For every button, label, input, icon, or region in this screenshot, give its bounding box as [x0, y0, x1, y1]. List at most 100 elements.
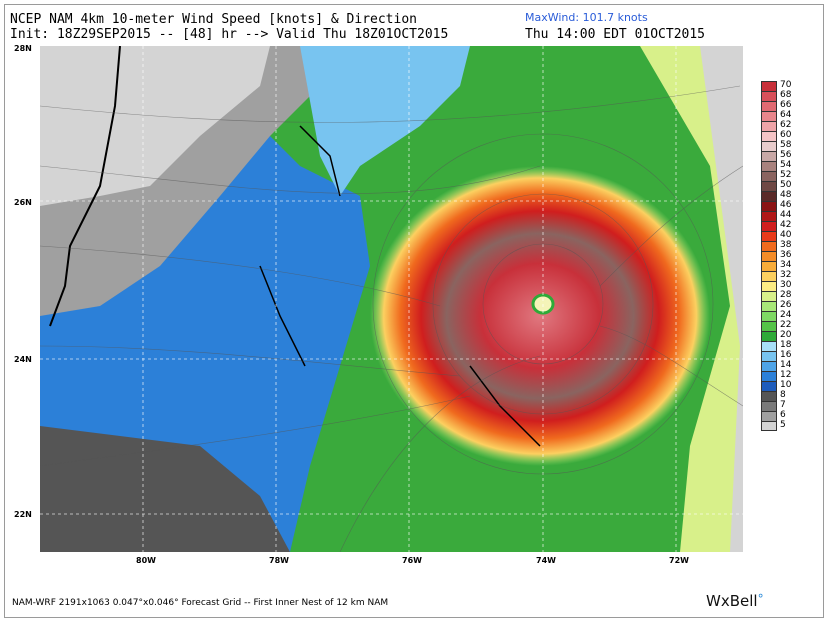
colorbar-label: 24	[780, 310, 792, 320]
colorbar-swatch	[761, 381, 777, 391]
figure-frame	[4, 4, 824, 618]
colorbar-swatch	[761, 151, 777, 161]
florida-coast	[49, 46, 121, 327]
graticule	[40, 46, 743, 552]
colorbar-label: 36	[780, 250, 792, 260]
colorbar-swatch	[761, 191, 777, 201]
colorbar-swatch	[761, 171, 777, 181]
colorbar-swatch	[761, 391, 777, 401]
lat-label-22: 22N	[14, 510, 32, 519]
storm-core	[370, 166, 710, 466]
colorbar-swatch	[761, 131, 777, 141]
colorbar-label: 18	[780, 340, 792, 350]
lat-label-28: 28N	[14, 44, 32, 53]
colorbar-label: 40	[780, 230, 792, 240]
streamlines	[40, 85, 743, 552]
colorbar-swatch	[761, 371, 777, 381]
colorbar-swatch	[761, 351, 777, 361]
colorbar-label: 68	[780, 90, 792, 100]
field-gray-east	[700, 46, 743, 552]
colorbar-swatch	[761, 341, 777, 351]
colorbar-label: 12	[780, 370, 792, 380]
colorbar-label: 14	[780, 360, 792, 370]
colorbar-swatch	[761, 121, 777, 131]
colorbar-swatch	[761, 421, 777, 431]
colorbar-label: 10	[780, 380, 792, 390]
colorbar-label: 26	[780, 300, 792, 310]
colorbar-label: 8	[780, 390, 786, 400]
colorbar-label: 6	[780, 410, 786, 420]
colorbar-label: 58	[780, 140, 792, 150]
lat-label-26: 26N	[14, 198, 32, 207]
valid-time-label: Thu 14:00 EDT 01OCT2015	[525, 27, 706, 42]
colorbar-swatch	[761, 411, 777, 421]
colorbar-label: 52	[780, 170, 792, 180]
colorbar-swatch	[761, 231, 777, 241]
colorbar-label: 60	[780, 130, 792, 140]
colorbar-swatch	[761, 401, 777, 411]
colorbar-label: 64	[780, 110, 792, 120]
colorbar-swatch	[761, 111, 777, 121]
colorbar-label: 54	[780, 160, 792, 170]
colorbar-swatch	[761, 241, 777, 251]
colorbar-swatch	[761, 201, 777, 211]
wind-speed-map	[40, 46, 743, 552]
colorbar-label: 70	[780, 80, 792, 90]
logo-mark: °	[757, 592, 764, 606]
logo-text: WxBell	[706, 592, 758, 610]
colorbar-label: 38	[780, 240, 792, 250]
colorbar-swatch	[761, 91, 777, 101]
map-canvas	[40, 46, 743, 552]
lon-label-78: 78W	[269, 556, 289, 565]
colorbar-swatch	[761, 321, 777, 331]
colorbar-swatch	[761, 161, 777, 171]
colorbar-label: 66	[780, 100, 792, 110]
colorbar-swatch	[761, 221, 777, 231]
bahamas-andros	[259, 265, 306, 367]
lon-label-72: 72W	[669, 556, 689, 565]
colorbar-swatch	[761, 271, 777, 281]
colorbar-label: 46	[780, 200, 792, 210]
colorbar-swatch	[761, 361, 777, 371]
colorbar-swatch	[761, 281, 777, 291]
map-title: NCEP NAM 4km 10-meter Wind Speed [knots]…	[10, 12, 417, 27]
field-light-gray	[40, 46, 270, 206]
colorbar-label: 42	[780, 220, 792, 230]
field-light-blue	[300, 46, 470, 196]
colorbar-swatch	[761, 251, 777, 261]
colorbar-label: 48	[780, 190, 792, 200]
colorbar-swatch	[761, 291, 777, 301]
colorbar-label: 16	[780, 350, 792, 360]
colorbar-label: 22	[780, 320, 792, 330]
colorbar-label: 34	[780, 260, 792, 270]
colorbar-swatch	[761, 311, 777, 321]
colorbar-label: 50	[780, 180, 792, 190]
footer-note: NAM-WRF 2191x1063 0.047°x0.046° Forecast…	[12, 598, 389, 608]
lon-label-74: 74W	[536, 556, 556, 565]
lon-label-76: 76W	[402, 556, 422, 565]
colorbar-label: 44	[780, 210, 792, 220]
colorbar-swatch	[761, 141, 777, 151]
colorbar-swatch	[761, 211, 777, 221]
colorbar-swatch	[761, 81, 777, 91]
colorbar-label: 32	[780, 270, 792, 280]
lat-label-24: 24N	[14, 355, 32, 364]
colorbar-label: 5	[780, 420, 786, 430]
colorbar-label: 7	[780, 400, 786, 410]
colorbar-swatch	[761, 181, 777, 191]
colorbar-swatch	[761, 301, 777, 311]
max-wind-label: MaxWind: 101.7 knots	[525, 11, 648, 24]
init-valid-line: Init: 18Z29SEP2015 -- [48] hr --> Valid …	[10, 27, 449, 42]
colorbar-swatch	[761, 331, 777, 341]
colorbar-label: 30	[780, 280, 792, 290]
colorbar-label: 28	[780, 290, 792, 300]
colorbar-swatch	[761, 101, 777, 111]
bahamas-crooked	[469, 365, 541, 447]
colorbar-label: 56	[780, 150, 792, 160]
bahamas-abaco	[299, 125, 341, 197]
lon-label-80: 80W	[136, 556, 156, 565]
colorbar	[761, 81, 777, 431]
colorbar-label: 62	[780, 120, 792, 130]
colorbar-swatch	[761, 261, 777, 271]
colorbar-label: 20	[780, 330, 792, 340]
